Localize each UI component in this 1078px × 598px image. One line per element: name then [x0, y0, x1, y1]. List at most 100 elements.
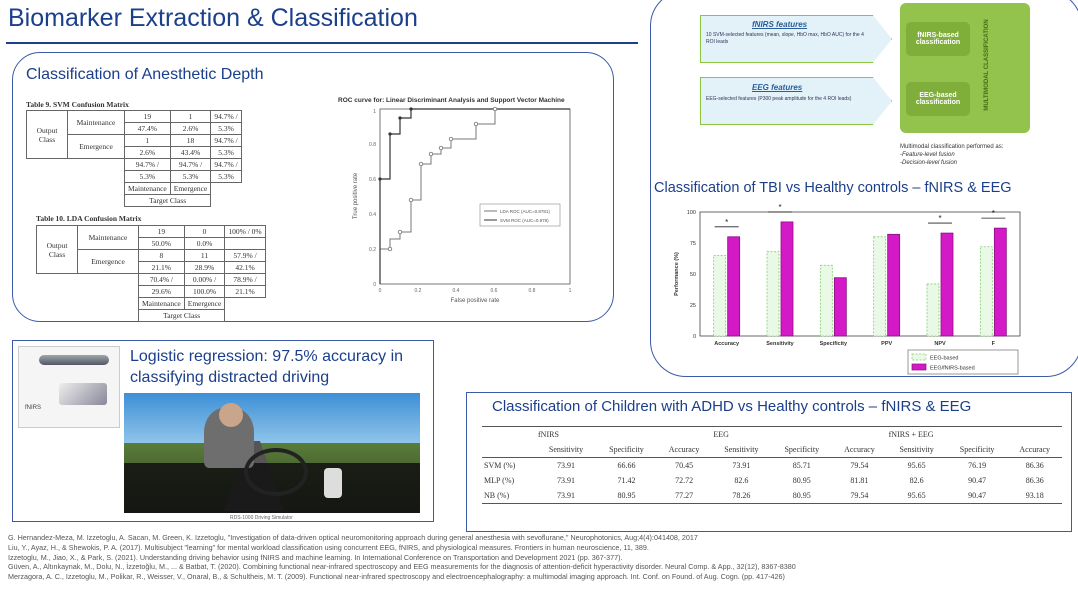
svg-text:0.2: 0.2 — [415, 288, 422, 294]
cell: 78.9% / — [224, 273, 266, 286]
simulator-caption: RDS-1000 Driving Simulator — [230, 515, 293, 521]
cell: 2.6% — [169, 122, 212, 135]
bar-eeg — [979, 246, 993, 337]
cell: 1 — [124, 134, 171, 147]
cell: 85.71 — [792, 461, 811, 470]
x-tick-label: NPV — [934, 341, 946, 347]
row-label: NB (%) — [484, 491, 510, 500]
cell: 18 — [169, 134, 212, 147]
cell: 0 — [183, 225, 226, 238]
lda-roc-line — [379, 108, 570, 284]
cell: 0.00% / — [183, 273, 226, 286]
cell: 71.42 — [617, 476, 636, 485]
y-tick-label: 75 — [690, 241, 696, 247]
fnirs-classification-box: fNIRS-based classification — [906, 22, 970, 56]
cell: 80.95 — [617, 491, 636, 500]
cell: 70.4% / — [138, 273, 185, 286]
cell: 79.54 — [850, 461, 869, 470]
metric-header: Specificity — [959, 445, 995, 454]
fnirs-device-photo: fNIRS — [18, 346, 120, 428]
cell: 5.3% — [169, 170, 212, 183]
target-class-label: Target Class — [137, 309, 226, 322]
svg-text:0.8: 0.8 — [369, 142, 376, 148]
row-emergence: Emergence — [67, 134, 125, 159]
cell: 2.6% — [124, 146, 171, 159]
tbi-bar-chart: 0 25 50 75 100 Performance (%) Accuracy * Sensit… — [674, 203, 1021, 375]
cell: 94.7% / — [210, 158, 242, 171]
roc-curve-plot: 0 0.2 0.4 0.6 0.8 1 0 0.2 0.4 0.6 0.8 1 False posi… — [353, 106, 572, 304]
x-tick-label: Specificity — [820, 341, 848, 347]
tbi-title: Classification of TBI vs Healthy control… — [654, 180, 1012, 196]
cell: 21.1% — [224, 285, 266, 298]
cell — [224, 237, 266, 250]
anesthetic-title: Classification of Anesthetic Depth — [26, 66, 264, 83]
cell: 90.47 — [968, 476, 987, 485]
bar-eeg-fnirs — [833, 277, 847, 337]
roc-title: ROC curve for: Linear Discriminant Analy… — [338, 97, 565, 104]
cell: 5.3% — [210, 122, 242, 135]
reference-item: Güven, A., Altınkaynak, M., Dolu, N., İz… — [8, 562, 796, 572]
cell: 82.6 — [909, 476, 924, 485]
cell: 100.0% — [183, 285, 226, 298]
metric-header: Specificity — [609, 445, 644, 454]
row-emergence: Emergence — [77, 249, 139, 274]
eeg-features-text: EEG-selected features (P300 peak amplitu… — [706, 96, 852, 102]
cell: 11 — [183, 249, 226, 262]
x-tick-label: F — [992, 341, 996, 347]
cell: 82.6 — [734, 476, 749, 485]
svg-text:0: 0 — [379, 288, 382, 294]
svg-text:0.4: 0.4 — [369, 212, 376, 218]
group-fnirs-eeg: fNIRS + EEG — [888, 430, 934, 439]
cell: 95.65 — [907, 461, 926, 470]
cell: 43.4% — [169, 146, 212, 159]
fnirs-features-arrow — [700, 15, 892, 63]
cell: 76.19 — [968, 461, 987, 470]
metric-header: Specificity — [784, 445, 820, 454]
cell: 72.72 — [675, 476, 694, 485]
cell: 19 — [124, 110, 171, 123]
roc-axis-ticks: 0 0.2 0.4 0.6 0.8 1 0 0.2 0.4 0.6 0.8 1 — [369, 109, 572, 294]
bar-eeg — [819, 264, 833, 337]
cell: 73.91 — [557, 491, 576, 500]
driving-title-line2: classifying distracted driving — [130, 369, 330, 386]
driving-title-line1: Logistic regression: 97.5% accuracy in — [130, 348, 404, 365]
cell: 28.9% — [183, 261, 226, 274]
cell: 47.4% — [124, 122, 171, 135]
group-fnirs: fNIRS — [538, 430, 559, 439]
eeg-classification-box: EEG-based classification — [906, 82, 970, 116]
cell: 73.91 — [557, 476, 576, 485]
group-eeg: EEG — [713, 430, 729, 439]
cell: 77.27 — [675, 491, 694, 500]
cell: 50.0% — [138, 237, 185, 250]
x-tick-label: Accuracy — [714, 341, 740, 347]
row-maintenance: Maintenance — [67, 110, 125, 135]
x-tick-label: PPV — [881, 341, 892, 347]
cell: 73.91 — [557, 461, 576, 470]
cell: 70.45 — [675, 461, 694, 470]
svg-text:0: 0 — [373, 282, 376, 288]
bar-eeg — [766, 251, 780, 337]
svg-text:1: 1 — [569, 288, 572, 294]
bar-eeg-fnirs — [727, 236, 741, 337]
y-axis-label: Performance (%) — [674, 252, 680, 296]
significance-star: * — [938, 214, 941, 223]
cell: 66.66 — [617, 461, 636, 470]
roc-legend — [479, 203, 561, 227]
title-underline — [6, 42, 638, 44]
cell: 19 — [138, 225, 185, 238]
cell: 78.26 — [732, 491, 751, 500]
roc-legend-lda: LDA ROC (AUC=0.8781) — [500, 209, 550, 214]
roc-xlabel: False positive rate — [451, 298, 500, 304]
metric-header: Sensitivity — [899, 445, 934, 454]
svg-text:0.8: 0.8 — [529, 288, 536, 294]
bar-eeg-fnirs — [940, 232, 954, 337]
y-tick-label: 0 — [693, 334, 696, 340]
fnirs-features-title: fNIRS features — [752, 20, 808, 29]
metric-header: Sensitivity — [548, 445, 584, 454]
legend-label: EEG-based — [930, 356, 958, 362]
adhd-results-table: fNIRS EEG fNIRS + EEG Sensitivity Specifi… — [482, 426, 1062, 504]
metric-header: Accuracy — [1019, 445, 1051, 454]
cell: 42.1% — [224, 261, 266, 274]
output-class-label: Output Class — [26, 110, 68, 159]
col-maintenance: Maintenance — [124, 182, 171, 195]
